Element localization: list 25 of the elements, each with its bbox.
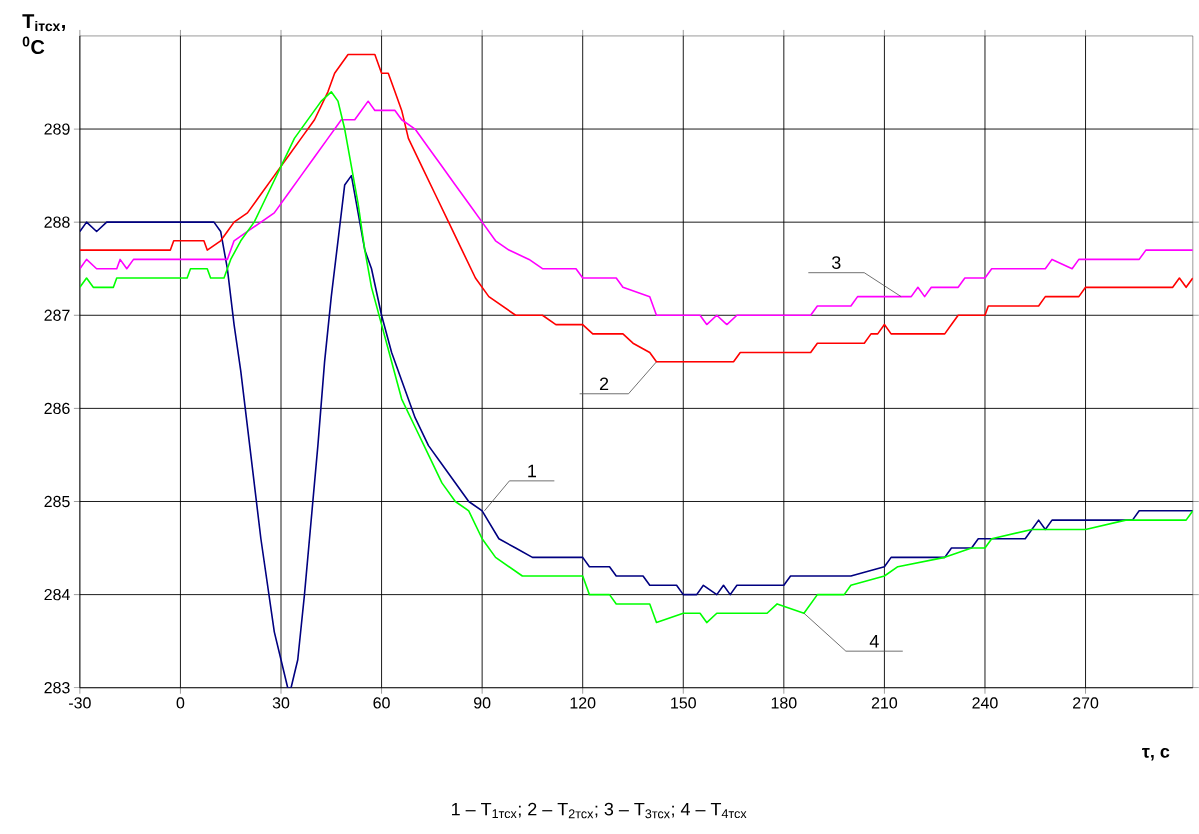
y-tick-label: 287 xyxy=(44,309,70,321)
annotation: 3 xyxy=(831,256,841,269)
y-tick-label: 284 xyxy=(44,588,70,601)
y-tick-label: 285 xyxy=(44,495,70,507)
y-tick-label: 288 xyxy=(44,216,70,228)
text: T$_{iтсх}$, $^{0}$C xyxy=(22,13,65,54)
x-tick-label: 0 xyxy=(176,697,185,709)
x-tick-label: 150 xyxy=(671,697,696,709)
y-tick-label: 289 xyxy=(44,123,70,135)
x-tick-label: 90 xyxy=(474,697,491,709)
x-axis-title: τ, с xyxy=(1142,747,1170,761)
y-tick-label: 286 xyxy=(44,402,70,414)
x-tick-label: 120 xyxy=(570,697,596,709)
x-tick-label: -30 xyxy=(69,697,91,709)
annotation: 4 xyxy=(869,634,879,648)
text: 1 – T$_{1тсх}$; 2 – T$_{2тсх}$; 3 – T$_{3тсх}$; 4 – T$_{4тсх}$ xyxy=(452,802,747,819)
x-tick-label: 180 xyxy=(771,697,797,709)
x-tick-label: 60 xyxy=(373,697,390,709)
x-tick-label: 30 xyxy=(272,697,290,709)
x-tick-label: 240 xyxy=(972,697,998,709)
annotation: 1 xyxy=(528,464,537,477)
y-tick-label: 283 xyxy=(44,681,70,694)
x-tick-label: 210 xyxy=(871,697,898,709)
x-tick-label: 270 xyxy=(1073,697,1099,709)
annotation: 2 xyxy=(599,377,609,390)
